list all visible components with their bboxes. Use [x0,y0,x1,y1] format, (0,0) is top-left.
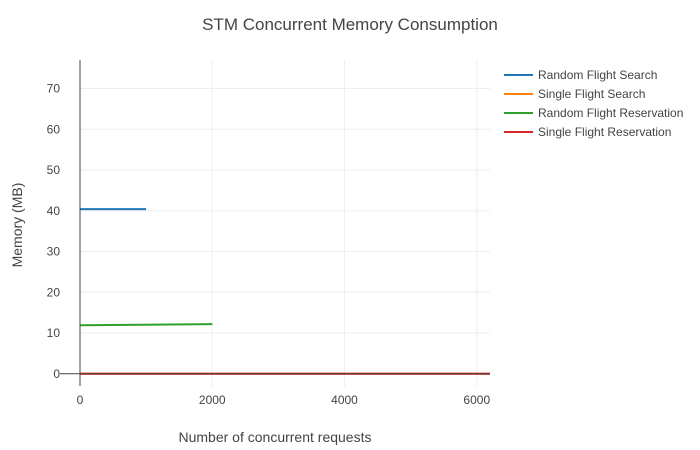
chart-title: STM Concurrent Memory Consumption [202,15,498,34]
x-tick-label: 4000 [331,393,358,407]
y-tick-label: 70 [47,82,61,96]
y-tick-label: 40 [47,204,61,218]
x-tick-label: 6000 [463,393,490,407]
y-tick-label: 0 [53,367,60,381]
legend-label-random-flight-search: Random Flight Search [538,68,657,82]
y-tick-label: 30 [47,245,61,259]
y-axis-title: Memory (MB) [9,183,25,268]
series-lines [79,208,490,375]
y-tick-label: 20 [47,285,61,299]
y-tick-label: 60 [47,122,61,136]
legend-label-random-flight-reservation: Random Flight Reservation [538,106,683,120]
legend: Random Flight Search Single Flight Search… [504,68,683,139]
legend-label-single-flight-reservation: Single Flight Reservation [538,125,671,139]
x-axis-title: Number of concurrent requests [179,429,372,445]
x-tick-label: 2000 [199,393,226,407]
axes [60,60,490,386]
grid [80,60,490,386]
legend-label-single-flight-search: Single Flight Search [538,87,645,101]
y-tick-label: 10 [47,326,61,340]
x-tick-label: 0 [77,393,84,407]
y-tick-label: 50 [47,163,61,177]
series-line-random-flight-reservation [79,323,213,327]
tick-labels: 0 10 20 30 40 50 60 70 0 2000 4000 6000 [47,82,491,407]
